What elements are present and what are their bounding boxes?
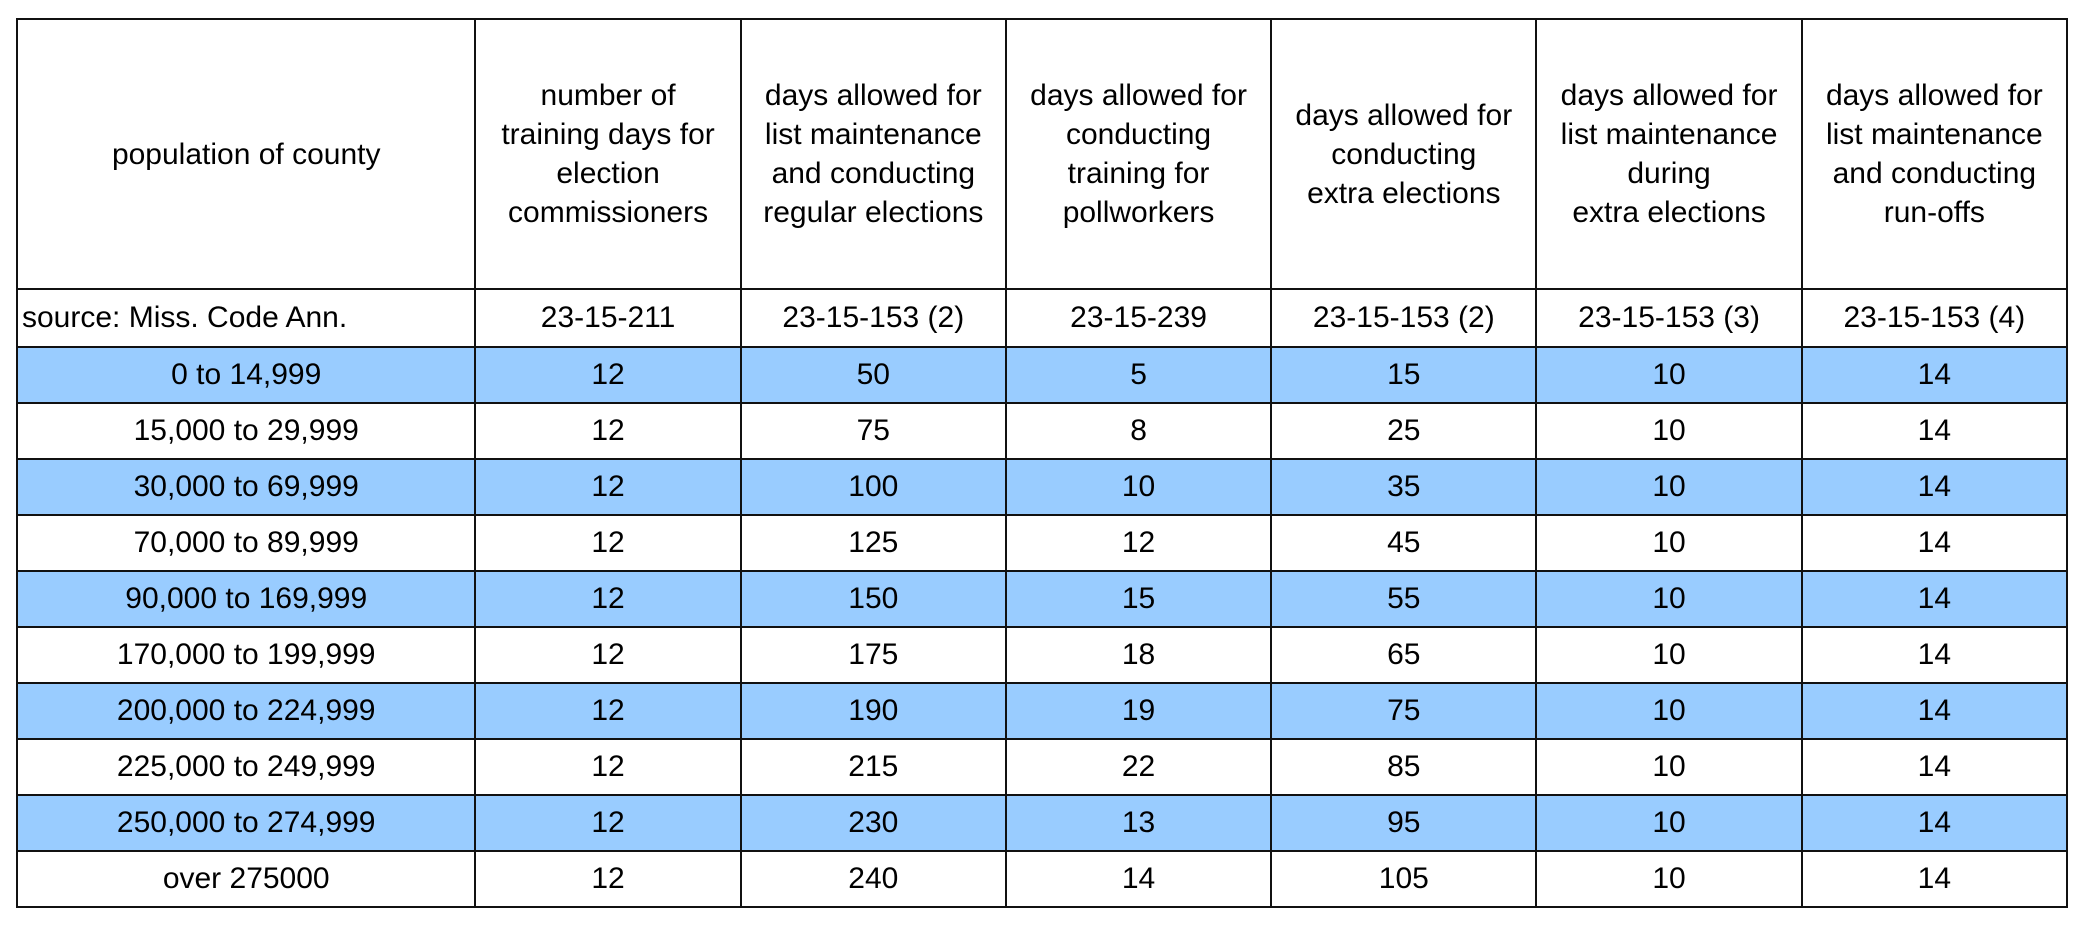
table-cell: 8	[1004, 402, 1273, 460]
table-row: 250,000 to 274,999 12 230 13 95 10 14	[15, 794, 2069, 852]
table-cell: 14	[1800, 794, 2069, 852]
source-cell: source: Miss. Code Ann.	[15, 288, 477, 348]
table-cell: 55	[1270, 570, 1538, 628]
table-cell: 10	[1535, 402, 1803, 460]
table-cell: 25	[1270, 402, 1538, 460]
table-cell: 14	[1004, 850, 1273, 908]
table-cell: 12	[474, 626, 742, 684]
table-cell: 18	[1004, 626, 1273, 684]
table-cell: 150	[739, 570, 1007, 628]
header-cell: days allowed for list maintenance and co…	[1800, 18, 2069, 290]
table-cell: 15	[1270, 346, 1538, 404]
table-cell: 12	[474, 738, 742, 796]
table-cell: 105	[1270, 850, 1538, 908]
table-cell: 200,000 to 224,999	[15, 682, 477, 740]
table-cell: 175	[739, 626, 1007, 684]
table-cell: 14	[1800, 738, 2069, 796]
table-cell: 90,000 to 169,999	[15, 570, 477, 628]
table-cell: 215	[739, 738, 1007, 796]
table-cell: 75	[739, 402, 1007, 460]
header-cell: days allowed for conducting training for…	[1004, 18, 1273, 290]
table-cell: 240	[739, 850, 1007, 908]
table-cell: 14	[1800, 458, 2069, 516]
table-cell: over 275000	[15, 850, 477, 908]
table-row: 225,000 to 249,999 12 215 22 85 10 14	[15, 738, 2069, 796]
header-cell: days allowed for list maintenance and co…	[739, 18, 1007, 290]
table-cell: 12	[474, 458, 742, 516]
table-cell: 75	[1270, 682, 1538, 740]
header-cell: days allowed for list maintenance during…	[1535, 18, 1803, 290]
table-cell: 0 to 14,999	[15, 346, 477, 404]
table-cell: 14	[1800, 346, 2069, 404]
table-cell: 14	[1800, 570, 2069, 628]
table-cell: 12	[474, 570, 742, 628]
table-cell: 250,000 to 274,999	[15, 794, 477, 852]
table-row: 15,000 to 29,999 12 75 8 25 10 14	[15, 402, 2069, 460]
table-cell: 65	[1270, 626, 1538, 684]
table-cell: 10	[1535, 850, 1803, 908]
table-cell: 10	[1535, 346, 1803, 404]
table-cell: 5	[1004, 346, 1273, 404]
source-cell: 23-15-239	[1004, 288, 1273, 348]
table-cell: 12	[1004, 514, 1273, 572]
header-cell: population of county	[15, 18, 477, 290]
table-row: 70,000 to 89,999 12 125 12 45 10 14	[15, 514, 2069, 572]
table-cell: 35	[1270, 458, 1538, 516]
header-cell: days allowed for conducting extra electi…	[1270, 18, 1538, 290]
table-cell: 12	[474, 514, 742, 572]
source-cell: 23-15-153 (4)	[1800, 288, 2069, 348]
table-row: 200,000 to 224,999 12 190 19 75 10 14	[15, 682, 2069, 740]
table-cell: 19	[1004, 682, 1273, 740]
source-cell: 23-15-211	[474, 288, 742, 348]
table-cell: 12	[474, 402, 742, 460]
table-row: 30,000 to 69,999 12 100 10 35 10 14	[15, 458, 2069, 516]
table-row: 0 to 14,999 12 50 5 15 10 14	[15, 346, 2069, 404]
table-cell: 10	[1535, 570, 1803, 628]
table-cell: 12	[474, 794, 742, 852]
table-cell: 45	[1270, 514, 1538, 572]
table-cell: 12	[474, 346, 742, 404]
table-cell: 10	[1535, 626, 1803, 684]
election-days-table: population of county number of training …	[15, 18, 2069, 908]
table-cell: 13	[1004, 794, 1273, 852]
table-cell: 230	[739, 794, 1007, 852]
table-cell: 10	[1535, 794, 1803, 852]
source-row: source: Miss. Code Ann. 23-15-211 23-15-…	[15, 288, 2069, 348]
table-cell: 14	[1800, 514, 2069, 572]
table-cell: 12	[474, 682, 742, 740]
table-cell: 10	[1004, 458, 1273, 516]
header-cell: number of training days for election com…	[474, 18, 742, 290]
table-cell: 190	[739, 682, 1007, 740]
table-cell: 30,000 to 69,999	[15, 458, 477, 516]
source-cell: 23-15-153 (2)	[1270, 288, 1538, 348]
table-cell: 14	[1800, 850, 2069, 908]
table-cell: 95	[1270, 794, 1538, 852]
source-cell: 23-15-153 (3)	[1535, 288, 1803, 348]
header-row: population of county number of training …	[15, 18, 2069, 290]
table-cell: 50	[739, 346, 1007, 404]
table-cell: 125	[739, 514, 1007, 572]
table-cell: 12	[474, 850, 742, 908]
table-cell: 225,000 to 249,999	[15, 738, 477, 796]
table-cell: 10	[1535, 514, 1803, 572]
source-cell: 23-15-153 (2)	[739, 288, 1007, 348]
table-cell: 10	[1535, 682, 1803, 740]
table-cell: 14	[1800, 626, 2069, 684]
table-cell: 10	[1535, 738, 1803, 796]
table-cell: 14	[1800, 402, 2069, 460]
table-cell: 10	[1535, 458, 1803, 516]
table-row: 90,000 to 169,999 12 150 15 55 10 14	[15, 570, 2069, 628]
table-row: 170,000 to 199,999 12 175 18 65 10 14	[15, 626, 2069, 684]
table-row: over 275000 12 240 14 105 10 14	[15, 850, 2069, 908]
table-cell: 170,000 to 199,999	[15, 626, 477, 684]
table-cell: 14	[1800, 682, 2069, 740]
table-cell: 22	[1004, 738, 1273, 796]
table-cell: 15,000 to 29,999	[15, 402, 477, 460]
table-cell: 100	[739, 458, 1007, 516]
table-cell: 15	[1004, 570, 1273, 628]
table-cell: 70,000 to 89,999	[15, 514, 477, 572]
table-cell: 85	[1270, 738, 1538, 796]
